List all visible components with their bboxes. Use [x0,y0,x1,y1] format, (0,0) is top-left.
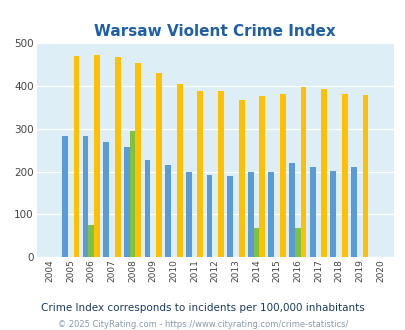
Bar [129,131,135,257]
Bar [185,172,191,257]
Bar [144,160,150,257]
Bar [288,163,294,257]
Bar [330,171,335,257]
Bar [238,100,244,257]
Bar [103,142,109,257]
Bar [227,176,232,257]
Bar [82,136,88,257]
Bar [279,93,285,257]
Bar [253,228,259,257]
Bar [259,96,264,257]
Bar [94,55,100,257]
Bar [294,228,300,257]
Bar [247,172,253,257]
Bar [165,165,171,257]
Text: Crime Index corresponds to incidents per 100,000 inhabitants: Crime Index corresponds to incidents per… [41,303,364,313]
Bar [156,73,162,257]
Bar [309,167,315,257]
Bar [115,57,120,257]
Bar [62,136,68,257]
Text: © 2025 CityRating.com - https://www.cityrating.com/crime-statistics/: © 2025 CityRating.com - https://www.city… [58,319,347,329]
Bar [350,167,356,257]
Bar [73,56,79,257]
Bar [320,89,326,257]
Bar [197,91,202,257]
Bar [124,147,129,257]
Bar [268,172,273,257]
Bar [362,95,367,257]
Bar [135,63,141,257]
Bar [300,87,306,257]
Bar [176,83,182,257]
Bar [217,91,223,257]
Bar [206,175,212,257]
Bar [341,94,347,257]
Bar [88,225,94,257]
Title: Warsaw Violent Crime Index: Warsaw Violent Crime Index [94,24,335,39]
